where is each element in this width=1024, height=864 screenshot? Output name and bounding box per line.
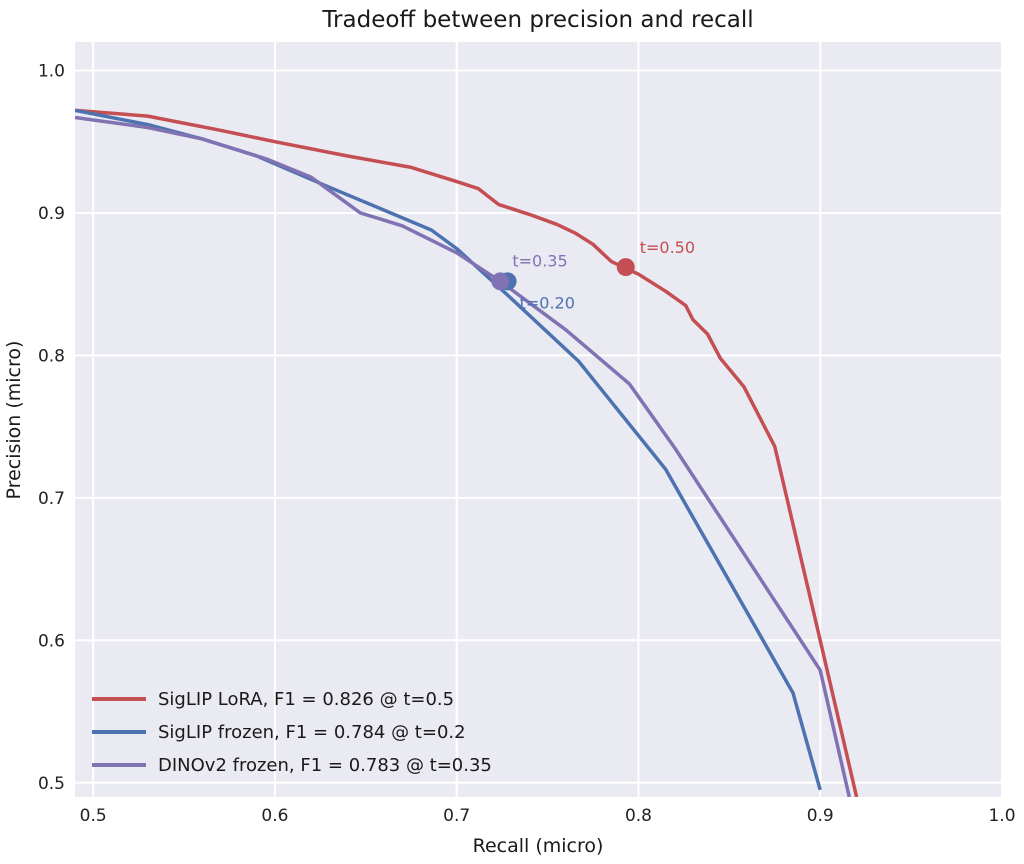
legend-entry-0: SigLIP LoRA, F1 = 0.826 @ t=0.5 <box>158 689 454 710</box>
y-tick-label: 0.6 <box>38 631 65 651</box>
y-tick-label: 0.9 <box>38 204 65 224</box>
x-tick-label: 0.7 <box>443 806 470 826</box>
x-tick-label: 0.9 <box>807 806 834 826</box>
series-lines <box>75 108 859 797</box>
y-tick-labels: 0.5 0.6 0.7 0.8 0.9 1.0 <box>38 61 65 793</box>
y-tick-label: 0.5 <box>38 774 65 794</box>
threshold-annotation-0: t=0.50 <box>640 238 695 257</box>
threshold-annotation-2: t=0.35 <box>512 251 567 270</box>
series-line-2 <box>75 115 852 797</box>
x-tick-label: 0.6 <box>261 806 288 826</box>
legend-entry-1: SigLIP frozen, F1 = 0.784 @ t=0.2 <box>158 722 466 743</box>
threshold-marker-0 <box>616 258 635 277</box>
y-axis-label: Precision (micro) <box>3 341 25 500</box>
legend: SigLIP LoRA, F1 = 0.826 @ t=0.5 SigLIP fr… <box>92 689 492 776</box>
grid-lines <box>75 42 1003 797</box>
y-tick-label: 1.0 <box>38 61 65 81</box>
x-tick-label: 1.0 <box>988 806 1015 826</box>
threshold-markers: t=0.50 t=0.20 t=0.35 <box>491 238 695 312</box>
plot-background <box>75 42 1002 797</box>
legend-entry-2: DINOv2 frozen, F1 = 0.783 @ t=0.35 <box>158 755 492 776</box>
y-tick-label: 0.7 <box>38 489 65 509</box>
x-tick-label: 0.8 <box>625 806 652 826</box>
series-line-0 <box>75 108 859 797</box>
y-tick-label: 0.8 <box>38 346 65 366</box>
x-tick-labels: 0.5 0.6 0.7 0.8 0.9 1.0 <box>80 806 1016 826</box>
x-axis-label: Recall (micro) <box>473 835 604 857</box>
chart-title: Tradeoff between precision and recall <box>321 7 753 33</box>
threshold-annotation-1: t=0.20 <box>520 293 575 312</box>
x-tick-label: 0.5 <box>80 806 107 826</box>
threshold-marker-2 <box>491 272 510 291</box>
